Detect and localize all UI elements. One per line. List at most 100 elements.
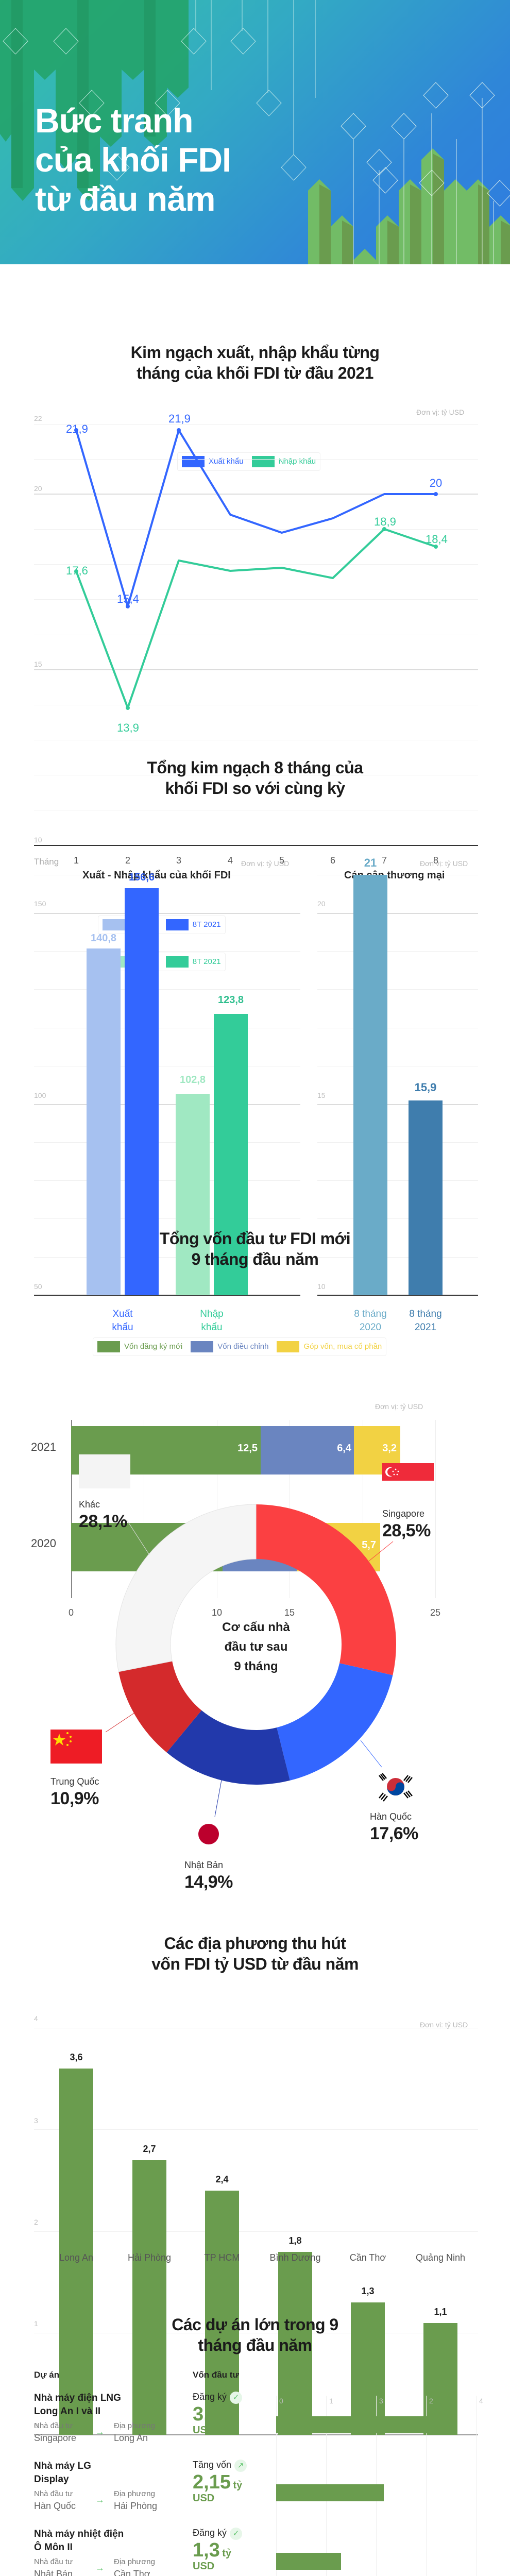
x-tick: 5 xyxy=(279,855,284,866)
bar-2021-adjusted xyxy=(261,1426,354,1475)
x-tick: 2 xyxy=(429,2397,433,2405)
investor-donut-chart: Cơ cấu nhà đầu tư sau 9 tháng Khác 28,1%… xyxy=(0,1443,510,1927)
bar-value: 2,7 xyxy=(143,2144,156,2154)
project-bar xyxy=(276,2553,341,2570)
japan-flag-icon xyxy=(198,1824,219,1844)
projects-bar-chart: 0 1 3 2 4 xyxy=(0,2391,510,2576)
x-tick: 8 xyxy=(433,855,438,866)
y-tick: 3 xyxy=(34,2116,38,2125)
x-category: Quảng Ninh xyxy=(415,2252,466,2263)
legend-swatch-icon xyxy=(277,1341,300,1352)
legend-label: Vốn đăng ký mới xyxy=(124,1342,183,1351)
country-percent: 28,1% xyxy=(79,1512,127,1531)
legend-label: Vốn điều chỉnh xyxy=(217,1342,269,1351)
data-label: 15,4 xyxy=(117,592,139,605)
bar-export-2020 xyxy=(87,948,121,1295)
col-header-project: Dự án xyxy=(34,2370,60,2380)
korea-flag-icon xyxy=(379,1773,413,1802)
slice-china xyxy=(118,1661,202,1753)
legend-label: 8T 2021 xyxy=(192,920,221,929)
bar-import-2020 xyxy=(176,1094,210,1295)
projects-title: Các dự án lớn trong 9 tháng đầu năm xyxy=(172,2315,338,2354)
arrow-right-icon: → xyxy=(95,2495,105,2505)
bar-value: 140,8 xyxy=(90,933,117,944)
capital-amount: 3,1 xyxy=(193,2403,220,2425)
bar-value: 12,5 xyxy=(237,1443,258,1454)
country-percent: 17,6% xyxy=(370,1824,418,1843)
data-label: 17,6 xyxy=(66,564,88,577)
x-tick: 3 xyxy=(379,2397,383,2405)
x-tick: 6 xyxy=(330,855,335,866)
legend-swatch-icon xyxy=(97,1341,120,1352)
y-tick: 10 xyxy=(34,836,42,844)
bar-value: 1,3 xyxy=(361,2286,375,2296)
capital-unit: tỷ xyxy=(222,2548,232,2559)
legend-item: Vốn đăng ký mới xyxy=(97,1341,182,1352)
legend-label: 8T 2021 xyxy=(192,957,221,966)
x-tick: 1 xyxy=(329,2397,333,2405)
hero-title: Bức tranh của khối FDI từ đầu năm xyxy=(35,101,231,218)
x-category: TP HCM xyxy=(204,2252,240,2263)
project-name: Nhà máy LG Display xyxy=(34,2461,91,2485)
country-label: Hàn Quốc xyxy=(370,1811,412,1822)
country-label: Nhật Bản xyxy=(184,1860,224,1870)
legend-swatch-icon xyxy=(165,919,189,930)
project-row: Nhà máy LG Display Nhà đầu tư Hàn Quốc →… xyxy=(34,2460,271,2527)
bar-compare-title: Tổng kim ngạch 8 tháng của khối FDI so v… xyxy=(147,758,363,798)
legend-swatch-icon xyxy=(165,956,189,968)
bar-value: 156,6 xyxy=(128,872,155,883)
check-icon: ✓ xyxy=(230,2392,243,2404)
bar-value: 5,7 xyxy=(362,1539,376,1551)
country-label: Singapore xyxy=(382,1509,425,1519)
donut-plot xyxy=(105,1504,396,1817)
unit-label: Đơn vị: tỷ USD xyxy=(241,859,290,868)
bar-value: 15,9 xyxy=(414,1081,437,1094)
country-percent: 28,5% xyxy=(382,1521,431,1540)
location-label: Địa phương xyxy=(114,2489,155,2498)
province-chart-title: Các địa phương thu hút vốn FDI tỷ USD từ… xyxy=(151,1934,359,1973)
hero-rising-bars-icon xyxy=(308,82,510,264)
country-percent: 10,9% xyxy=(50,1789,99,1808)
legend-swatch-import-icon xyxy=(251,456,275,467)
bar-value: 123,8 xyxy=(217,994,244,1006)
bar-import-2021 xyxy=(214,1014,248,1295)
hero-decoration-bars-icon xyxy=(0,0,445,264)
bar-can-tho xyxy=(351,2302,385,2435)
x-axis-label: Tháng xyxy=(34,857,59,867)
line-chart-unit: Đơn vị: tỷ USD xyxy=(416,408,465,416)
y-tick: 4 xyxy=(34,2014,38,2023)
investor-value: Nhật Bản xyxy=(34,2569,73,2576)
unit-label: Đơn vị: tỷ USD xyxy=(375,1402,423,1411)
arrow-right-icon: → xyxy=(95,2427,105,2437)
fdi-capital-title: Tổng vốn đầu tư FDI mới 9 tháng đầu năm xyxy=(159,1229,351,1268)
trade-subtitle: Xuất - Nhập khẩu của khối FDI xyxy=(82,870,231,881)
slice-korea xyxy=(277,1663,393,1781)
check-icon: ✓ xyxy=(230,2528,243,2540)
project-name: Nhà máy nhiệt điện Ô Môn II xyxy=(34,2529,124,2553)
bar-quang-ninh xyxy=(423,2323,457,2435)
capital-type: Tăng vốn xyxy=(193,2460,232,2470)
data-label: 18,9 xyxy=(374,515,396,528)
x-tick: 3 xyxy=(176,855,181,866)
arrow-up-right-icon: ↗ xyxy=(234,2460,247,2472)
x-tick: 1 xyxy=(73,855,79,866)
y-tick: 150 xyxy=(34,900,46,908)
y-tick: 15 xyxy=(317,1091,326,1099)
unit-label: Đơn vị: tỷ USD xyxy=(420,859,468,868)
y-tick: 0 xyxy=(34,2421,38,2430)
country-label: Khác xyxy=(79,1499,100,1510)
investor-label: Nhà đầu tư xyxy=(34,2421,73,2430)
slice-japan xyxy=(166,1710,290,1785)
donut-center-label: Cơ cấu nhà đầu tư sau 9 tháng xyxy=(222,1620,290,1673)
bar-value: 3,2 xyxy=(382,1443,397,1454)
bar-balance-2021 xyxy=(409,1100,443,1295)
x-category: 8 tháng 2020 xyxy=(354,1309,387,1333)
capital-cell: Đăng ký ✓ 1,3 tỷ USD xyxy=(193,2528,275,2572)
capital-type: Đăng ký xyxy=(193,2392,227,2402)
capital-currency: USD xyxy=(193,2493,215,2504)
location-value: Cần Thơ xyxy=(114,2569,150,2576)
x-category: 8 tháng 2021 xyxy=(409,1309,442,1333)
x-category: Long An xyxy=(59,2252,94,2263)
location-label: Địa phương xyxy=(114,2557,155,2566)
capital-amount: 2,15 xyxy=(193,2471,231,2493)
